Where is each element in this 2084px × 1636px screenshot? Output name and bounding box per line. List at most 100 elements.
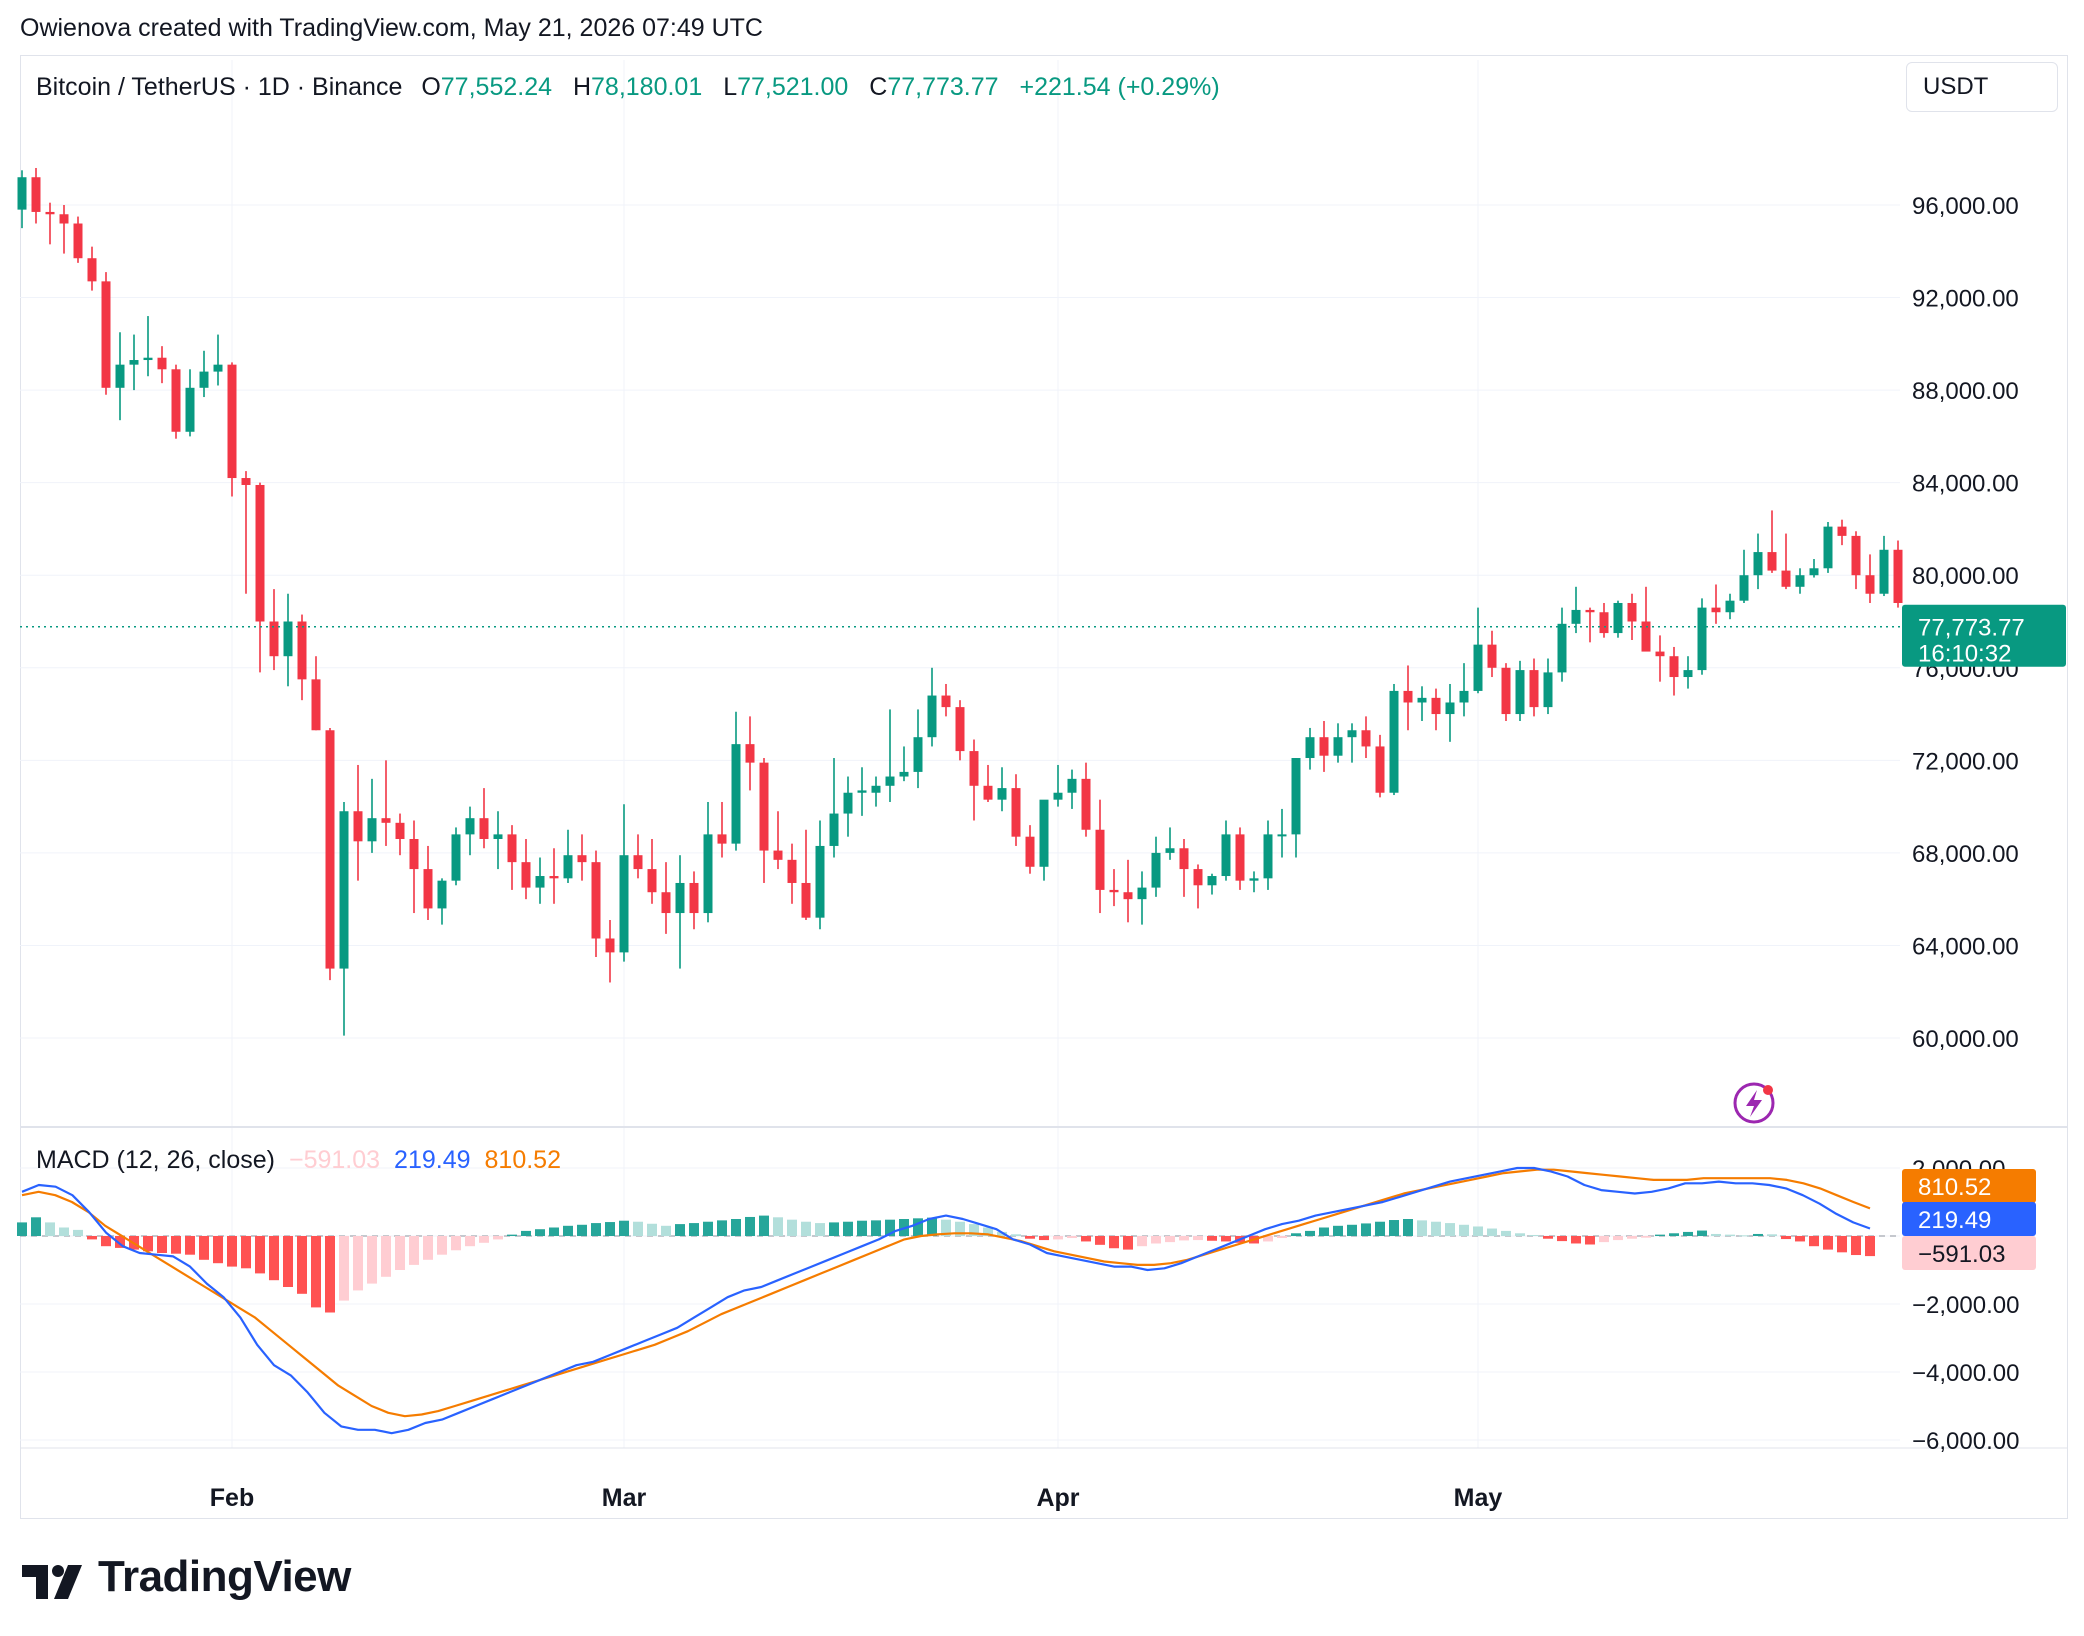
lightning-bolt [1746,1090,1762,1117]
macd-histogram-bar [1543,1236,1553,1239]
price-tick-label: 64,000.00 [1912,933,2019,960]
macd-histogram-bar [1151,1236,1161,1244]
price-tick-label: 92,000.00 [1912,286,2019,313]
time-axis[interactable]: Feb Mar Apr May [210,1484,1503,1512]
macd-histogram-bar [367,1236,377,1284]
candle-body [661,892,671,914]
candle-body [1781,570,1791,587]
candle-body [885,776,895,786]
candle-body [689,882,699,914]
candle-body [1417,697,1427,703]
candle-body [17,177,27,210]
lightning-ring [1733,1082,1775,1124]
symbol-legend[interactable]: Bitcoin / TetherUS · 1D · Binance O77,55… [36,70,1234,104]
macd-histogram-bar [59,1227,69,1236]
macd-histogram-bar [1725,1234,1735,1236]
candle-body [1473,644,1483,691]
macd-histogram-bar [577,1224,587,1236]
macd-histogram-bar [311,1236,321,1308]
macd-histogram-bar [437,1236,447,1255]
candle-body [1669,656,1679,678]
macd-histogram-bar [241,1236,251,1269]
last-price-badge [1902,604,2066,667]
macd-histogram-bar [563,1225,573,1236]
high-value: 78,180.01 [591,73,703,101]
macd-histogram-bar [1333,1225,1343,1236]
candle-body [563,855,573,879]
macd-histogram-bar [325,1236,335,1313]
signal-badge [1902,1169,2036,1203]
macd-histogram-bar [1109,1236,1119,1249]
macd-histogram-bar [1221,1236,1231,1242]
candle-body [339,811,349,969]
candle-body [535,876,545,888]
macd-histogram-bar [31,1217,41,1236]
candle-body [451,834,461,881]
macd-histogram-bar [171,1236,181,1254]
macd-histogram-bar [1179,1236,1189,1241]
macd-histogram-bar [1501,1230,1511,1236]
macd-histogram-bar [1767,1234,1777,1236]
macd-histogram-bar [1403,1219,1413,1236]
candle-body [1445,702,1455,715]
macd-histogram-bar [647,1223,657,1236]
price-axis[interactable]: 96,000.00 92,000.00 88,000.00 84,000.00 80,0… [1912,193,2019,1053]
macd-histogram-bar [479,1236,489,1243]
candle-body [353,811,363,842]
candle-body [1221,834,1231,877]
candle-body [1501,667,1511,715]
macd-histogram-bar [213,1236,223,1264]
macd-histogram-bar [395,1236,405,1270]
candle-body [787,859,797,883]
high-label: H [572,73,592,101]
macd-legend[interactable]: MACD (12, 26, close) −591.03 219.49 810.52 [36,1143,561,1177]
candle-body [311,679,321,731]
candle-body [395,822,405,840]
candle-body [493,834,503,840]
price-tick-label: 84,000.00 [1912,471,2019,498]
macd-histogram-bar [493,1236,503,1240]
macd-histogram-bar [885,1219,895,1236]
candle-body [1809,568,1819,576]
macd-histogram-bar [969,1224,979,1236]
candle-body [815,845,825,918]
macd-histogram-bar [227,1236,237,1267]
candle-body [227,364,237,479]
macd-histogram-bar [955,1221,965,1236]
lightning-icon[interactable] [1733,1082,1775,1124]
macd-histogram-bar [1389,1220,1399,1236]
macd-histogram-bar [45,1222,55,1236]
macd-histogram-bar [1193,1236,1203,1241]
candle-body [185,387,195,432]
macd-histogram-bar [1165,1236,1175,1243]
candle-body [255,484,265,622]
candle-body [45,211,55,215]
candle-body [87,258,97,282]
candle-body [955,707,965,752]
macd-histogram-value: −591.03 [288,1146,381,1174]
candle-body [423,869,433,909]
low-value: 77,521.00 [737,73,849,101]
price-tick-label: 72,000.00 [1912,748,2019,775]
macd-histogram-bar [1263,1236,1273,1242]
candle-body [857,790,867,793]
candle-body [101,281,111,388]
candle-body [1515,670,1525,715]
candle-body [871,785,881,793]
candle-body [367,818,377,842]
candle-body [1753,552,1763,576]
candle-body [1067,778,1077,793]
macd-histogram-bar [1095,1236,1105,1245]
macd-histogram-bar [1557,1236,1567,1242]
candle-body [171,369,181,432]
candle-body [983,785,993,800]
candle-body [969,751,979,786]
candle-body [1431,697,1441,715]
candle-body [1767,552,1777,571]
candle-body [1571,609,1581,624]
currency-button[interactable]: USDT [1906,62,2058,112]
chart-credit: Owienova created with TradingView.com, M… [20,14,763,42]
candle-body [1165,848,1175,853]
macd-histogram [17,1215,1875,1313]
